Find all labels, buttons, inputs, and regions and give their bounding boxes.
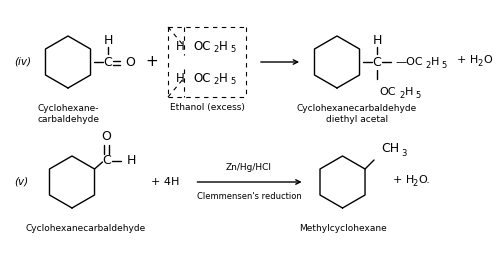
Text: C: C <box>372 56 381 69</box>
Text: OC: OC <box>193 39 210 52</box>
Text: 2: 2 <box>399 91 404 100</box>
Text: + 4H: + 4H <box>150 177 179 187</box>
Text: H: H <box>372 34 382 47</box>
Text: 5: 5 <box>415 91 420 100</box>
Text: Ethanol (excess): Ethanol (excess) <box>170 103 245 112</box>
Text: +: + <box>146 55 158 69</box>
Text: O: O <box>483 55 492 65</box>
Text: O: O <box>102 131 112 144</box>
Text: C: C <box>102 155 111 167</box>
Text: Clemmensen's reduction: Clemmensen's reduction <box>196 192 302 201</box>
Text: H: H <box>431 57 439 67</box>
Text: Zn/Hg/HCl: Zn/Hg/HCl <box>226 163 272 172</box>
Text: 2: 2 <box>413 179 418 188</box>
Text: 2: 2 <box>425 61 430 70</box>
Text: Cyclohexanecarbaldehyde
diethyl acetal: Cyclohexanecarbaldehyde diethyl acetal <box>297 104 417 124</box>
Text: H: H <box>405 87 413 97</box>
Text: + H: + H <box>457 55 478 65</box>
Text: H: H <box>103 34 113 47</box>
Text: C: C <box>104 56 113 69</box>
Text: Cyclohexanecarbaldehyde: Cyclohexanecarbaldehyde <box>26 224 146 233</box>
Text: CH: CH <box>381 143 399 155</box>
Text: 5: 5 <box>230 77 235 86</box>
Text: OC: OC <box>379 87 395 97</box>
Text: H: H <box>126 155 136 167</box>
Text: 3: 3 <box>401 148 406 157</box>
Text: 2: 2 <box>477 59 482 69</box>
Text: H: H <box>176 39 185 52</box>
Text: H: H <box>176 71 185 84</box>
Text: Methylcyclohexane: Methylcyclohexane <box>299 224 386 233</box>
Text: O.: O. <box>419 175 431 185</box>
Text: 5: 5 <box>441 61 446 70</box>
Text: 2: 2 <box>213 45 218 54</box>
Text: OC: OC <box>193 71 210 84</box>
Text: H: H <box>219 39 228 52</box>
Text: (v): (v) <box>14 177 28 187</box>
Text: 2: 2 <box>213 77 218 86</box>
Text: Cyclohexane-
carbaldehyde: Cyclohexane- carbaldehyde <box>37 104 99 124</box>
Text: O: O <box>125 56 135 69</box>
Text: + H: + H <box>392 175 414 185</box>
Text: 5: 5 <box>230 45 235 54</box>
Text: —OC: —OC <box>395 57 423 67</box>
Text: H: H <box>219 71 228 84</box>
Text: (iv): (iv) <box>14 57 31 67</box>
